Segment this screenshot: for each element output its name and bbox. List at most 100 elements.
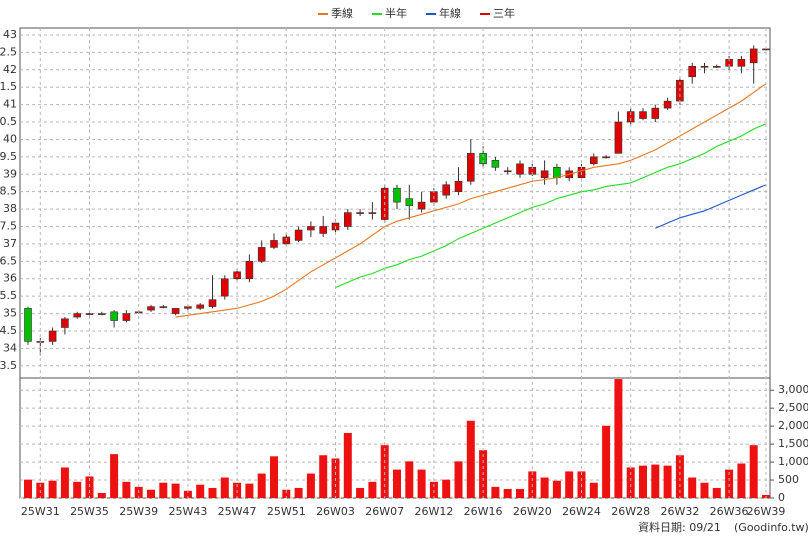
x-tick-label: 26W12 (414, 505, 453, 518)
candle-body (122, 313, 131, 321)
y-tick-label: 43 (3, 28, 17, 41)
volume-bar (503, 489, 512, 498)
volume-bar (294, 487, 303, 498)
volume-bar (343, 432, 352, 498)
candle-body (208, 299, 217, 307)
volume-bar (319, 455, 328, 498)
volume-bar (110, 454, 119, 498)
candle-body (343, 212, 352, 227)
y-tick-label: 36 (3, 272, 17, 285)
x-tick-label: 26W39 (747, 505, 786, 518)
volume-bar (60, 467, 69, 498)
candle-body (85, 313, 94, 315)
volume-bar (85, 476, 94, 498)
volume-bar (429, 481, 438, 498)
volume-bar (675, 455, 684, 498)
x-tick-label: 25W51 (267, 505, 306, 518)
x-tick-label: 26W24 (562, 505, 601, 518)
candle-body (614, 121, 623, 154)
y-tick-label: 39 (3, 167, 17, 180)
candle-body (589, 156, 598, 165)
y-tick-label: 40 (3, 132, 17, 145)
candle-body (245, 261, 254, 280)
candle-body (540, 170, 549, 179)
volume-bar (491, 486, 500, 498)
volume-bar (700, 482, 709, 498)
candle-body (368, 212, 377, 214)
x-tick-label: 26W16 (464, 505, 503, 518)
ma-line (335, 123, 767, 288)
candle-body (479, 153, 487, 165)
x-tick-label: 26W36 (710, 505, 749, 518)
volume-bar (651, 464, 660, 498)
volume-bar (454, 461, 463, 498)
y-tick-label: 3,000 (778, 383, 808, 396)
y-tick-label: 33.5 (0, 359, 17, 372)
y-tick-label: 34.5 (0, 324, 17, 337)
x-tick-label: 26W03 (316, 505, 355, 518)
candle-body (639, 111, 647, 119)
legend-label: 季線 (331, 6, 353, 20)
volume-bar (393, 469, 401, 498)
volume-bar (220, 477, 229, 498)
y-tick-label: 2,500 (778, 401, 808, 414)
x-tick-label: 25W47 (218, 505, 257, 518)
y-tick-label: 41 (3, 98, 17, 111)
x-tick-label: 26W20 (513, 505, 552, 518)
y-tick-label: 500 (778, 473, 799, 486)
y-tick-label: 1,500 (778, 437, 808, 450)
volume-bar (270, 456, 278, 498)
volume-bar (688, 477, 697, 498)
candle-body (110, 311, 118, 321)
candle-body (454, 180, 463, 192)
volume-bar (147, 489, 155, 498)
y-tick-label: 37 (3, 237, 17, 250)
footer-date: 資料日期: 09/21 (638, 520, 721, 534)
volume-bar (183, 490, 192, 498)
volume-bar (405, 461, 414, 498)
legend-label: 年線 (439, 6, 461, 20)
volume-bar (73, 481, 82, 498)
candle-body (626, 111, 635, 123)
volume-bar (540, 477, 549, 498)
legend-label: 半年 (385, 6, 407, 20)
volume-bar (380, 445, 389, 498)
volume-bar (639, 465, 647, 498)
volume-bar (24, 479, 32, 498)
volume-bar (442, 479, 451, 498)
candle-body (98, 313, 106, 315)
candle-body (356, 212, 364, 214)
x-tick-label: 26W28 (611, 505, 650, 518)
candle-body (503, 170, 512, 173)
candle-body (553, 167, 561, 179)
legend-label: 三年 (493, 6, 515, 20)
candle-body (171, 308, 180, 314)
volume-bar (48, 480, 57, 498)
volume-bar (737, 463, 746, 498)
volume-bar (417, 469, 426, 498)
candle-body (257, 247, 266, 262)
ma-line (655, 184, 767, 229)
x-tick-label: 25W31 (21, 505, 60, 518)
candle-body (270, 240, 278, 248)
y-tick-label: 36.5 (0, 254, 17, 267)
volume-bar (663, 465, 672, 498)
candle-body (712, 66, 721, 68)
x-tick-label: 26W07 (365, 505, 404, 518)
candle-body (688, 66, 697, 78)
candle-body (61, 318, 69, 328)
volume-bar (589, 482, 598, 498)
volume-bar (614, 379, 623, 498)
y-tick-label: 38 (3, 202, 17, 215)
candle-body (221, 278, 229, 297)
volume-bar (306, 473, 315, 498)
volume-bar (626, 467, 635, 498)
volume-bar (122, 481, 131, 498)
volume-bar (97, 492, 106, 498)
volume-bar (552, 480, 561, 498)
y-tick-label: 35 (3, 307, 17, 320)
candle-body (442, 184, 451, 196)
y-tick-label: 39.5 (0, 150, 17, 163)
y-tick-label: 34 (3, 341, 17, 354)
